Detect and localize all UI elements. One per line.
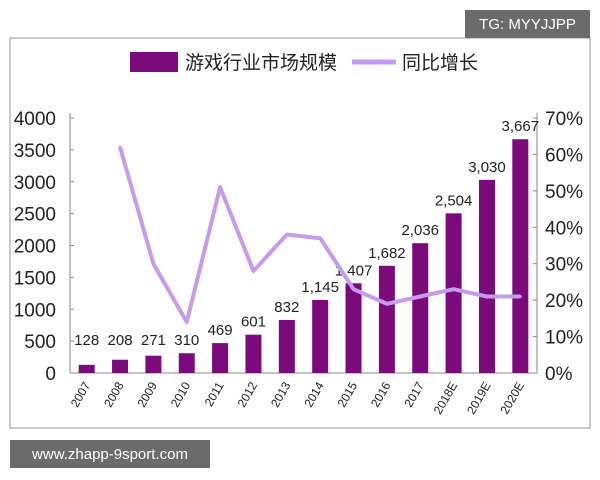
bar-value-label: 1,682 — [368, 245, 406, 262]
watermark-top: TG: MYYJJPP — [465, 10, 590, 38]
x-tick-label: 2014 — [301, 379, 327, 409]
bar-value-label: 2,036 — [401, 222, 439, 239]
x-tick-label: 2017 — [401, 379, 427, 409]
growth-point — [251, 269, 255, 273]
bar-value-label: 208 — [108, 332, 133, 349]
growth-point — [118, 145, 122, 149]
legend-bar-swatch — [130, 52, 178, 72]
left-tick-label: 3500 — [14, 141, 56, 162]
growth-point — [418, 295, 422, 298]
growth-point — [218, 185, 222, 189]
x-tick-label: 2007 — [68, 379, 94, 409]
growth-point — [485, 295, 489, 298]
bar — [212, 343, 229, 373]
bar — [112, 359, 129, 373]
bar-value-label: 3,030 — [468, 159, 506, 176]
x-tick-label: 2020E — [497, 380, 526, 417]
chart-frame — [9, 37, 591, 429]
growth-point — [385, 302, 389, 306]
bar — [445, 213, 462, 373]
left-tick-label: 4000 — [14, 109, 56, 130]
growth-point — [318, 236, 322, 240]
bar-value-label: 3,667 — [502, 118, 540, 135]
growth-point — [285, 233, 289, 237]
bar-value-label: 271 — [141, 332, 166, 349]
x-tick-label: 2019E — [464, 380, 493, 417]
bar — [178, 353, 195, 373]
x-tick-label: 2010 — [168, 379, 194, 409]
legend-line-label: 同比增长 — [402, 52, 478, 74]
bar-value-label: 2,504 — [435, 192, 473, 209]
growth-point — [151, 262, 155, 266]
bar — [78, 364, 95, 373]
right-tick-label: 0% — [545, 364, 573, 385]
left-tick-label: 0 — [45, 364, 56, 385]
right-tick-label: 10% — [545, 328, 583, 349]
bar — [278, 319, 295, 373]
bar-value-label: 310 — [174, 332, 199, 349]
right-tick-label: 60% — [545, 145, 583, 166]
left-tick-label: 3000 — [14, 173, 56, 194]
bar — [312, 300, 329, 373]
bar — [478, 179, 495, 373]
x-tick-label: 2012 — [235, 379, 261, 409]
watermark-bottom: www.zhapp-9sport.com — [10, 440, 210, 468]
right-tick-label: 20% — [545, 291, 583, 312]
x-tick-label: 2011 — [202, 379, 227, 409]
bar — [345, 283, 362, 373]
right-tick-label: 70% — [545, 109, 583, 130]
growth-point — [452, 287, 456, 291]
right-tick-label: 40% — [545, 218, 583, 239]
x-tick-label: 2015 — [335, 379, 361, 409]
bar-value-label: 832 — [274, 299, 299, 316]
x-tick-label: 2008 — [101, 379, 127, 409]
bar — [412, 243, 429, 373]
growth-point — [185, 320, 189, 324]
right-tick-label: 30% — [545, 255, 583, 276]
left-tick-label: 2500 — [14, 205, 56, 226]
bar — [245, 334, 262, 373]
x-tick-label: 2013 — [268, 379, 294, 409]
x-tick-label: 2018E — [431, 380, 460, 417]
left-tick-label: 2000 — [14, 237, 56, 258]
growth-point — [352, 287, 356, 291]
x-tick-label: 2009 — [135, 379, 161, 409]
growth-point — [518, 295, 522, 298]
left-tick-label: 1000 — [14, 300, 56, 321]
right-tick-label: 50% — [545, 182, 583, 203]
left-tick-label: 500 — [24, 332, 56, 353]
legend-bar-label: 游戏行业市场规模 — [185, 52, 337, 74]
left-tick-label: 1500 — [14, 268, 56, 289]
bar — [378, 265, 395, 373]
bar-value-label: 1,145 — [301, 279, 339, 296]
bar-value-label: 601 — [241, 314, 266, 331]
bar-value-label: 469 — [208, 322, 233, 339]
x-tick-label: 2016 — [368, 379, 394, 409]
bar-value-label: 128 — [74, 332, 99, 349]
bar — [512, 139, 529, 373]
bar — [145, 355, 162, 373]
